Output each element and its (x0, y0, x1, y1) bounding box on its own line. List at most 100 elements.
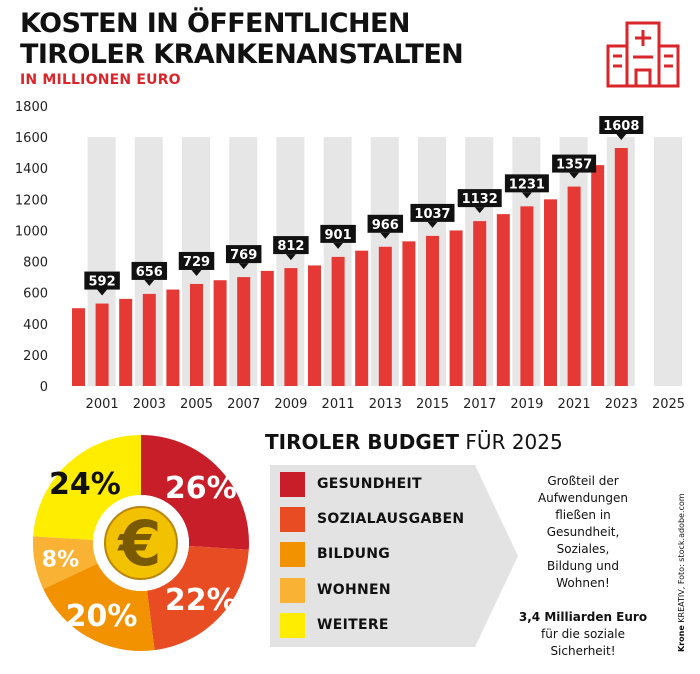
x-tick-label: 2011 (322, 397, 355, 412)
data-label-box (131, 261, 168, 280)
data-label: 1608 (603, 119, 639, 134)
data-label-box (225, 245, 262, 264)
data-label: 901 (325, 228, 352, 243)
chart-title: KOSTEN IN ÖFFENTLICHEN TIROLER KRANKENAN… (20, 8, 464, 70)
x-tick-label: 2017 (463, 397, 496, 412)
legend-label-sozialausgaben: SOZIALAUSGABEN (317, 511, 465, 527)
bar (378, 246, 392, 386)
legend-panel (270, 465, 518, 647)
data-label-pointer (569, 172, 580, 179)
data-label-pointer (521, 192, 532, 199)
x-tick-label: 2001 (86, 397, 119, 412)
background-column (654, 137, 682, 386)
slice-label: 8% (42, 547, 79, 572)
slice-label: 20% (66, 599, 138, 634)
x-tick-label: 2023 (605, 397, 638, 412)
side-note-emphasis: 3,4 Milliarden Euro (518, 610, 648, 624)
data-label: 769 (230, 248, 257, 263)
data-label-box (457, 189, 502, 208)
donut-chart: €26% 22% 20% 8% 24% (32, 435, 249, 651)
data-label: 966 (372, 218, 399, 233)
budget-title-bold: TIROLER BUDGET (265, 430, 460, 454)
euro-icon: € (116, 507, 161, 580)
y-tick-label: 0 (40, 380, 48, 395)
data-label-pointer (285, 254, 296, 261)
data-label: 812 (277, 239, 304, 254)
data-label-box (320, 224, 356, 243)
data-label: 729 (183, 255, 210, 270)
data-label-pointer (380, 232, 391, 239)
bar (237, 277, 251, 386)
bar (308, 265, 321, 386)
bar-chart: 0 200 400 600 800 1000 1200 1400 1600 1800 2001 200… (15, 100, 685, 412)
bar (496, 214, 510, 386)
budget-title-rest: FÜR 2025 (459, 430, 563, 454)
side-note-line: für die soziale (540, 627, 626, 641)
title-line-1: KOSTEN IN ÖFFENTLICHEN (20, 8, 410, 39)
slice-label: 22% (165, 583, 237, 618)
bar (260, 270, 274, 386)
bar (355, 250, 369, 386)
data-label-pointer (616, 134, 627, 140)
bar (142, 293, 156, 386)
slice-label: 24% (49, 467, 121, 502)
data-label-pointer (333, 242, 344, 249)
data-label-pointer (427, 221, 438, 228)
y-tick-label: 200 (23, 349, 48, 364)
bar (426, 235, 439, 386)
image-credit: Krone KREATIV, Foto: stock.adobe.com (677, 493, 686, 652)
data-label: 1132 (462, 192, 498, 207)
side-note-line: Wohnen! (556, 576, 610, 590)
data-label-box (178, 251, 215, 270)
x-tick-label: 2019 (510, 397, 543, 412)
bar (567, 186, 581, 386)
data-label-pointer (474, 207, 485, 214)
bar (614, 148, 628, 386)
legend-label-gesundheit: GESUNDHEIT (317, 476, 422, 492)
data-label: 1231 (509, 177, 545, 192)
credit-brand: Krone (677, 625, 686, 652)
bar (72, 308, 85, 386)
bar (95, 303, 109, 386)
x-tick-label: 2013 (369, 397, 402, 412)
data-label-box (552, 154, 597, 173)
side-note-line: Sicherheit! (550, 644, 616, 658)
donut-slice (147, 546, 249, 651)
legend-label-wohnen: WOHNEN (317, 582, 391, 598)
x-tick-label: 2021 (558, 397, 591, 412)
credit-text: KREATIV, Foto: stock.adobe.com (677, 493, 686, 626)
data-label-pointer (144, 279, 155, 286)
bar (544, 199, 557, 386)
data-label: 656 (136, 265, 163, 280)
euro-coin (104, 506, 178, 580)
title-line-2: TIROLER KRANKENANSTALTEN (20, 39, 464, 70)
bar (166, 289, 180, 386)
x-tick-label: 2009 (274, 397, 307, 412)
legend-swatch-wohnen (280, 578, 305, 603)
bar (284, 268, 298, 386)
donut-slice (33, 435, 141, 540)
donut-slice (141, 435, 249, 550)
chart-subtitle: IN MILLIONEN EURO (20, 72, 181, 88)
bar (591, 165, 605, 386)
donut-slice (32, 536, 98, 589)
bar (331, 256, 345, 386)
y-tick-label: 1000 (15, 224, 48, 239)
x-tick-label: 2007 (227, 397, 260, 412)
budget-title: TIROLER BUDGET FÜR 2025 (265, 430, 563, 454)
side-note-line: Aufwendungen (537, 491, 629, 505)
data-label-box (273, 236, 309, 255)
side-note-line: Soziales, (556, 542, 610, 556)
legend-label-bildung: BILDUNG (317, 546, 391, 562)
bar (449, 230, 463, 386)
bar (520, 206, 534, 386)
y-tick-label: 1400 (15, 162, 48, 177)
x-tick-label: 2003 (133, 397, 166, 412)
x-tick-label: 2015 (416, 397, 449, 412)
data-label-box (410, 203, 455, 222)
bar (213, 280, 227, 386)
data-label-box (599, 116, 644, 134)
y-tick-label: 800 (23, 256, 48, 271)
y-tick-label: 1200 (15, 193, 48, 208)
data-label-box (84, 271, 120, 290)
